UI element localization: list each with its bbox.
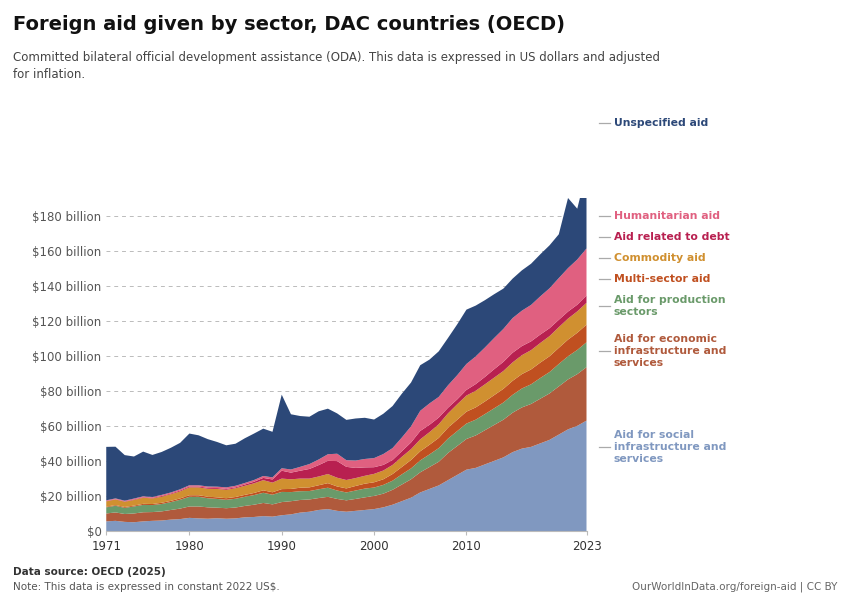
Text: Aid for production
sectors: Aid for production sectors [614,295,725,317]
Text: Our World: Our World [754,24,813,34]
Text: Unspecified aid: Unspecified aid [614,118,708,128]
Text: OurWorldInData.org/foreign-aid | CC BY: OurWorldInData.org/foreign-aid | CC BY [632,582,837,593]
Text: Foreign aid given by sector, DAC countries (OECD): Foreign aid given by sector, DAC countri… [13,15,564,34]
Text: Committed bilateral official development assistance (ODA). This data is expresse: Committed bilateral official development… [13,51,660,82]
Text: Aid related to debt: Aid related to debt [614,232,729,242]
Text: Data source: OECD (2025): Data source: OECD (2025) [13,567,166,577]
Text: Note: This data is expressed in constant 2022 US$.: Note: This data is expressed in constant… [13,582,280,592]
Text: in Data: in Data [762,38,805,48]
Text: Aid for economic
infrastructure and
services: Aid for economic infrastructure and serv… [614,334,726,368]
Text: Humanitarian aid: Humanitarian aid [614,211,720,221]
Text: Commodity aid: Commodity aid [614,253,705,263]
Text: Multi-sector aid: Multi-sector aid [614,274,710,284]
Text: Aid for social
infrastructure and
services: Aid for social infrastructure and servic… [614,430,726,464]
